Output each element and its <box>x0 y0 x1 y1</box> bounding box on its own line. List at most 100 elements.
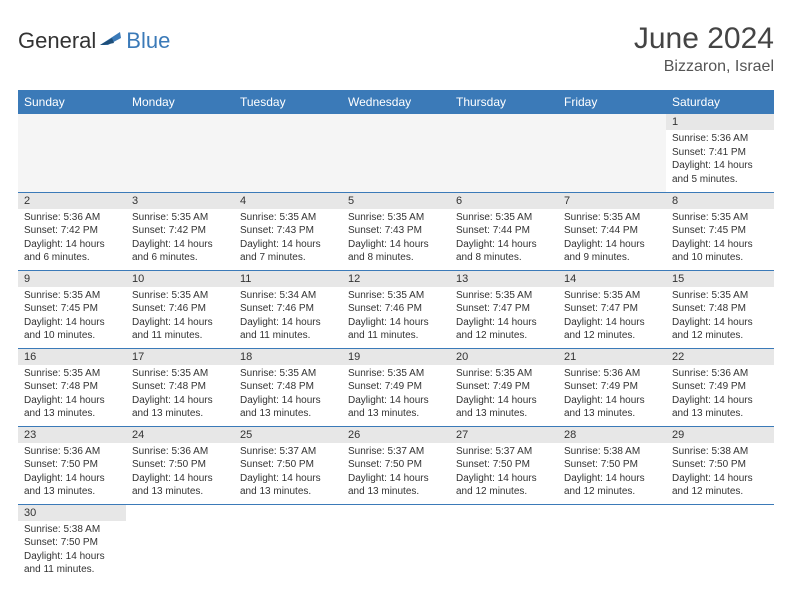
calendar-cell <box>342 114 450 192</box>
sunset-line: Sunset: 7:47 PM <box>456 302 552 316</box>
daylight-line: Daylight: 14 hours and 9 minutes. <box>564 238 660 265</box>
day-body: Sunrise: 5:36 AMSunset: 7:50 PMDaylight:… <box>126 443 234 503</box>
day-number: 14 <box>558 271 666 287</box>
daylight-line: Daylight: 14 hours and 6 minutes. <box>24 238 120 265</box>
header: General Blue June 2024 Bizzaron, Israel <box>18 22 774 76</box>
sunrise-line: Sunrise: 5:35 AM <box>564 289 660 303</box>
sunset-line: Sunset: 7:50 PM <box>672 458 768 472</box>
day-number: 11 <box>234 271 342 287</box>
calendar-cell: 20Sunrise: 5:35 AMSunset: 7:49 PMDayligh… <box>450 348 558 426</box>
calendar-cell: 3Sunrise: 5:35 AMSunset: 7:42 PMDaylight… <box>126 192 234 270</box>
day-number: 19 <box>342 349 450 365</box>
day-body: Sunrise: 5:35 AMSunset: 7:44 PMDaylight:… <box>450 209 558 269</box>
sunrise-line: Sunrise: 5:35 AM <box>240 211 336 225</box>
calendar-cell <box>450 114 558 192</box>
sunset-line: Sunset: 7:49 PM <box>456 380 552 394</box>
daylight-line: Daylight: 14 hours and 13 minutes. <box>24 472 120 499</box>
sunrise-line: Sunrise: 5:35 AM <box>456 367 552 381</box>
day-number: 26 <box>342 427 450 443</box>
calendar-cell: 29Sunrise: 5:38 AMSunset: 7:50 PMDayligh… <box>666 426 774 504</box>
sunrise-line: Sunrise: 5:36 AM <box>24 445 120 459</box>
sunset-line: Sunset: 7:46 PM <box>348 302 444 316</box>
daylight-line: Daylight: 14 hours and 13 minutes. <box>240 394 336 421</box>
calendar-cell: 2Sunrise: 5:36 AMSunset: 7:42 PMDaylight… <box>18 192 126 270</box>
calendar-cell <box>18 114 126 192</box>
calendar-cell <box>558 114 666 192</box>
day-body: Sunrise: 5:38 AMSunset: 7:50 PMDaylight:… <box>18 521 126 581</box>
calendar-cell: 11 Sunrise: 5:34 AMSunset: 7:46 PMDayligh… <box>234 270 342 348</box>
day-number: 13 <box>450 271 558 287</box>
daylight-line: Daylight: 14 hours and 5 minutes. <box>672 159 768 186</box>
calendar-cell: 5Sunrise: 5:35 AMSunset: 7:43 PMDaylight… <box>342 192 450 270</box>
calendar-cell <box>234 504 342 582</box>
title-block: June 2024 Bizzaron, Israel <box>634 22 774 76</box>
calendar-body: 1Sunrise: 5:36 AMSunset: 7:41 PMDaylight… <box>18 114 774 582</box>
calendar-cell: 30Sunrise: 5:38 AMSunset: 7:50 PMDayligh… <box>18 504 126 582</box>
daylight-line: Daylight: 14 hours and 13 minutes. <box>240 472 336 499</box>
calendar-cell <box>342 504 450 582</box>
daylight-line: Daylight: 14 hours and 12 minutes. <box>456 472 552 499</box>
daylight-line: Daylight: 14 hours and 6 minutes. <box>132 238 228 265</box>
calendar-cell: 22Sunrise: 5:36 AMSunset: 7:49 PMDayligh… <box>666 348 774 426</box>
sunset-line: Sunset: 7:41 PM <box>672 146 768 160</box>
weekday-header: Friday <box>558 90 666 114</box>
daylight-line: Daylight: 14 hours and 11 minutes. <box>240 316 336 343</box>
sunrise-line: Sunrise: 5:37 AM <box>348 445 444 459</box>
day-body: Sunrise: 5:35 AMSunset: 7:47 PMDaylight:… <box>450 287 558 347</box>
sunset-line: Sunset: 7:49 PM <box>672 380 768 394</box>
calendar-cell: 7Sunrise: 5:35 AMSunset: 7:44 PMDaylight… <box>558 192 666 270</box>
calendar-cell: 6Sunrise: 5:35 AMSunset: 7:44 PMDaylight… <box>450 192 558 270</box>
day-number: 4 <box>234 193 342 209</box>
day-body: Sunrise: 5:38 AMSunset: 7:50 PMDaylight:… <box>558 443 666 503</box>
logo-text-general: General <box>18 28 96 54</box>
sunset-line: Sunset: 7:44 PM <box>564 224 660 238</box>
calendar-cell: 4Sunrise: 5:35 AMSunset: 7:43 PMDaylight… <box>234 192 342 270</box>
sunset-line: Sunset: 7:50 PM <box>24 458 120 472</box>
weekday-header: Saturday <box>666 90 774 114</box>
sunrise-line: Sunrise: 5:35 AM <box>132 211 228 225</box>
sunset-line: Sunset: 7:43 PM <box>348 224 444 238</box>
sunset-line: Sunset: 7:50 PM <box>132 458 228 472</box>
sunset-line: Sunset: 7:50 PM <box>456 458 552 472</box>
calendar-cell: 15Sunrise: 5:35 AMSunset: 7:48 PMDayligh… <box>666 270 774 348</box>
weekday-header: Sunday <box>18 90 126 114</box>
sunset-line: Sunset: 7:48 PM <box>24 380 120 394</box>
sunset-line: Sunset: 7:50 PM <box>564 458 660 472</box>
calendar-cell <box>450 504 558 582</box>
sunrise-line: Sunrise: 5:35 AM <box>240 367 336 381</box>
sunset-line: Sunset: 7:42 PM <box>132 224 228 238</box>
generalblue-logo: General Blue <box>18 22 170 54</box>
sunrise-line: Sunrise: 5:36 AM <box>24 211 120 225</box>
sunset-line: Sunset: 7:50 PM <box>24 536 120 550</box>
day-body: Sunrise: 5:36 AMSunset: 7:49 PMDaylight:… <box>558 365 666 425</box>
day-number: 10 <box>126 271 234 287</box>
sunrise-line: Sunrise: 5:35 AM <box>348 367 444 381</box>
day-number: 12 <box>342 271 450 287</box>
day-body: Sunrise: 5:35 AMSunset: 7:43 PMDaylight:… <box>234 209 342 269</box>
day-number: 15 <box>666 271 774 287</box>
sunrise-line: Sunrise: 5:34 AM <box>240 289 336 303</box>
calendar-week-row: 9Sunrise: 5:35 AMSunset: 7:45 PMDaylight… <box>18 270 774 348</box>
day-number: 18 <box>234 349 342 365</box>
sunrise-line: Sunrise: 5:35 AM <box>132 289 228 303</box>
daylight-line: Daylight: 14 hours and 13 minutes. <box>672 394 768 421</box>
day-body: Sunrise: 5:35 AMSunset: 7:43 PMDaylight:… <box>342 209 450 269</box>
sunrise-line: Sunrise: 5:38 AM <box>564 445 660 459</box>
sunset-line: Sunset: 7:42 PM <box>24 224 120 238</box>
day-body: Sunrise: 5:37 AMSunset: 7:50 PMDaylight:… <box>234 443 342 503</box>
sunset-line: Sunset: 7:45 PM <box>24 302 120 316</box>
sunrise-line: Sunrise: 5:36 AM <box>564 367 660 381</box>
daylight-line: Daylight: 14 hours and 11 minutes. <box>132 316 228 343</box>
calendar-week-row: 23Sunrise: 5:36 AMSunset: 7:50 PMDayligh… <box>18 426 774 504</box>
calendar-cell: 13Sunrise: 5:35 AMSunset: 7:47 PMDayligh… <box>450 270 558 348</box>
sunset-line: Sunset: 7:46 PM <box>240 302 336 316</box>
daylight-line: Daylight: 14 hours and 10 minutes. <box>672 238 768 265</box>
day-number: 25 <box>234 427 342 443</box>
day-number: 17 <box>126 349 234 365</box>
calendar-cell <box>558 504 666 582</box>
calendar-cell <box>666 504 774 582</box>
day-number: 1 <box>666 114 774 130</box>
sunrise-line: Sunrise: 5:37 AM <box>456 445 552 459</box>
calendar-cell: 24Sunrise: 5:36 AMSunset: 7:50 PMDayligh… <box>126 426 234 504</box>
sunset-line: Sunset: 7:44 PM <box>456 224 552 238</box>
